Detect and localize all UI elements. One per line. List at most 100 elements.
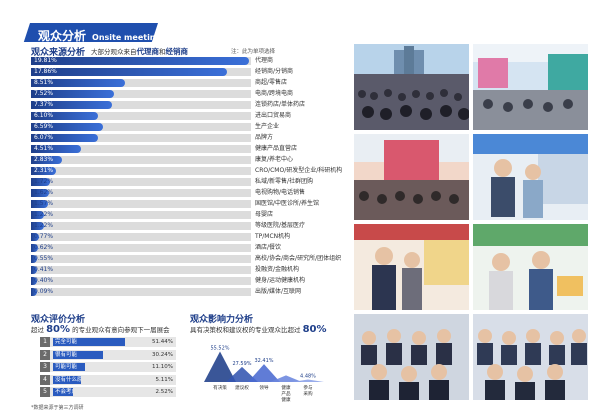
bar-track <box>31 79 251 87</box>
bar-value-label: 8.51% <box>34 79 54 86</box>
bar-value-label: 1.72% <box>34 178 54 185</box>
bar-fill <box>31 134 98 142</box>
photo-exhibit-hall <box>473 44 588 130</box>
bar-category-label: 品牌方 <box>255 134 274 141</box>
source-bar-row: 1.22% 等级医院/基层医疗 <box>31 222 351 230</box>
source-sub-and: 和 <box>159 48 166 56</box>
evaluation-percent: 30.24% <box>152 351 173 358</box>
influence-subtitle: 具有决策权和建议权的专业观众比超过 80% <box>190 324 327 335</box>
source-bar-chart: 19.81% 代理商 17.86% 经销商/分销商 8.51% 商超/零售店 7.52% 电商… <box>31 57 351 300</box>
evaluation-sub-suffix: 的专业观众有意向参观下一届展会 <box>72 326 170 334</box>
evaluation-row-bg <box>40 374 176 385</box>
bar-category-label: 国医馆/中医诊所/养生馆 <box>255 200 320 207</box>
bar-category-label: 出版/媒体/互联网 <box>255 288 302 295</box>
bar-value-label: 2.83% <box>34 156 54 163</box>
bar-category-label: 经销商/分销商 <box>255 68 294 75</box>
bar-fill <box>31 79 125 87</box>
bar-value-label: 0.62% <box>34 244 54 251</box>
influence-peak <box>248 364 280 382</box>
evaluation-rank: 4 <box>40 374 50 385</box>
source-bar-row: 6.10% 进出口贸易商 <box>31 112 351 120</box>
source-bar-row: 0.09% 出版/媒体/互联网 <box>31 288 351 296</box>
bar-fill <box>31 189 49 197</box>
evaluation-label: 很有可能 <box>53 350 103 359</box>
source-bar-row: 0.77% TP/MCN机构 <box>31 233 351 241</box>
source-bar-row: 7.52% 电商/跨境电商 <box>31 90 351 98</box>
bar-value-label: 7.37% <box>34 101 54 108</box>
bar-value-label: 1.57% <box>34 200 54 207</box>
evaluation-row-bg <box>40 349 176 360</box>
bar-value-label: 6.07% <box>34 134 54 141</box>
bar-fill <box>31 178 50 186</box>
bar-value-label: 0.41% <box>34 266 54 273</box>
evaluation-subtitle: 超过 80% 的专业观众有意向参观下一届展会 <box>31 324 170 335</box>
source-bar-row: 19.81% 代理商 <box>31 57 351 65</box>
bar-fill <box>31 68 228 76</box>
title-zh: 观众分析 <box>38 29 87 43</box>
bar-category-label: 健身/运动健康机构 <box>255 277 306 284</box>
evaluation-row: 4没有什么原因 5.11% <box>40 374 176 385</box>
influence-sub-prefix: 具有决策权和建议权的专业观众比超过 <box>190 326 301 334</box>
bar-category-label: 酒店/餐饮 <box>255 244 282 251</box>
bar-category-label: 健康产品直营店 <box>255 145 298 152</box>
source-bar-row: 1.22% 母婴店 <box>31 211 351 219</box>
source-bar-row: 0.41% 投融资/金融机构 <box>31 266 351 274</box>
bar-track <box>31 156 251 164</box>
evaluation-percent: 11.10% <box>152 364 173 370</box>
influence-sub-big: 80% <box>302 324 327 335</box>
bar-fill <box>31 156 63 164</box>
bar-track <box>31 266 251 274</box>
bar-fill <box>31 244 38 252</box>
evaluation-row-bg <box>40 362 176 372</box>
photo-grid <box>354 44 588 400</box>
bar-category-label: 商超/零售店 <box>255 79 288 86</box>
bar-category-label: 高校/协会/商会/研究所/团体组织 <box>255 255 342 262</box>
bar-category-label: 电商/跨境电商 <box>255 90 294 97</box>
evaluation-rank: 3 <box>40 362 50 372</box>
source-bar-row: 0.40% 健身/运动健康机构 <box>31 277 351 285</box>
influence-title: 观众影响力分析 <box>190 315 254 325</box>
bar-value-label: 4.51% <box>34 145 54 152</box>
photo-seminar-crowd <box>473 314 588 400</box>
source-sub-term2: 经销商 <box>165 47 189 56</box>
bar-category-label: 私域/新零售/社群团购 <box>255 178 314 185</box>
bar-track <box>31 211 251 219</box>
bar-value-label: 1.22% <box>34 211 54 218</box>
bar-fill <box>31 266 37 274</box>
bar-value-label: 0.55% <box>34 255 54 262</box>
bar-value-label: 19.81% <box>34 57 57 64</box>
bar-value-label: 6.10% <box>34 112 54 119</box>
bar-category-label: 康复/养老中心 <box>255 156 294 163</box>
bar-category-label: TP/MCN机构 <box>255 233 291 240</box>
influence-category-label: 健康 <box>281 384 291 391</box>
bar-category-label: 代理商 <box>255 57 274 64</box>
bar-value-label: 1.62% <box>34 189 54 196</box>
bar-fill <box>31 288 37 296</box>
evaluation-row: 1 完全可能 51.44% <box>40 337 176 347</box>
evaluation-row: 5不会考虑 2.52% <box>40 387 176 397</box>
photo-conference-audience <box>354 314 469 400</box>
influence-category-label: 领导 <box>259 384 269 391</box>
bar-track <box>31 167 251 175</box>
influence-peak <box>270 375 302 382</box>
source-bar-row: 1.72% 私域/新零售/社群团购 <box>31 178 351 186</box>
bar-category-label: 生产企业 <box>255 123 280 130</box>
bar-fill <box>31 123 104 131</box>
evaluation-percent: 51.44% <box>152 339 173 345</box>
bar-category-label: 连锁药店/单体药店 <box>255 101 306 108</box>
source-sub-prefix: 大部分观众来自 <box>91 48 137 56</box>
photo-booth-stage <box>354 134 469 220</box>
bar-track <box>31 233 251 241</box>
source-bar-row: 6.59% 生产企业 <box>31 123 351 131</box>
evaluation-row: 3 可能可能 11.10% <box>40 362 176 372</box>
bar-track <box>31 90 251 98</box>
source-subtitle: 大部分观众来自代理商和经销商 <box>91 46 188 57</box>
bar-value-label: 17.86% <box>34 68 57 75</box>
bar-track <box>31 101 251 109</box>
influence-value-label: 4.48% <box>300 374 316 380</box>
title-en: Onsite meetings <box>92 33 166 42</box>
evaluation-rank: 5 <box>40 387 50 397</box>
evaluation-label: 没有什么原因 <box>53 375 81 384</box>
influence-category-label: 产品 <box>281 390 291 397</box>
